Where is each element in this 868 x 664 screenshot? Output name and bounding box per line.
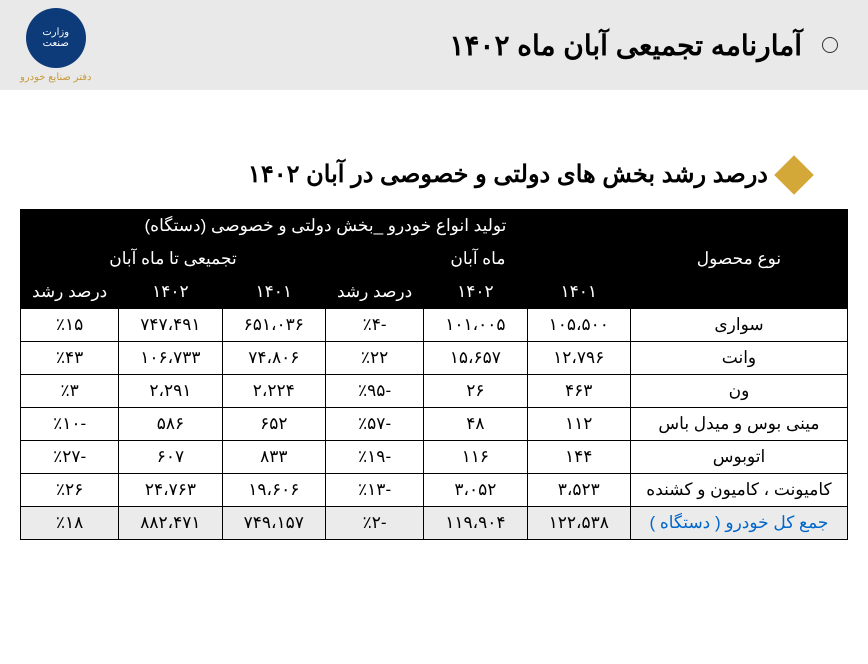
cell-c1401: ۸۳۳	[222, 441, 325, 474]
cell-mgrowth: -٪۲	[325, 507, 423, 540]
cell-product: ون	[630, 375, 847, 408]
col-c1401: ۱۴۰۱	[222, 276, 325, 309]
logo-caption: دفتر صنایع خودرو	[20, 72, 91, 83]
cell-c1402: ۵۸۶	[119, 408, 222, 441]
table-row: وانت۱۲،۷۹۶۱۵،۶۵۷٪۲۲۷۴،۸۰۶۱۰۶،۷۳۳٪۴۳	[21, 342, 848, 375]
cell-cgrowth: -٪۱۰	[21, 408, 119, 441]
cell-m1402: ۲۶	[424, 375, 527, 408]
table-row: مینی بوس و میدل باس۱۱۲۴۸-٪۵۷۶۵۲۵۸۶-٪۱۰	[21, 408, 848, 441]
cell-c1401: ۶۵۱،۰۳۶	[222, 309, 325, 342]
cell-m1402: ۱۱۶	[424, 441, 527, 474]
cell-m1402: ۱۱۹،۹۰۴	[424, 507, 527, 540]
cell-mgrowth: -٪۹۵	[325, 375, 423, 408]
cell-mgrowth: -٪۱۹	[325, 441, 423, 474]
col-product: نوع محصول	[630, 210, 847, 309]
section-heading: درصد رشد بخش های دولتی و خصوصی در آبان ۱…	[20, 160, 808, 189]
table-row: ون۴۶۳۲۶-٪۹۵۲،۲۲۴۲،۲۹۱٪۳	[21, 375, 848, 408]
cell-cgrowth: ٪۲۶	[21, 474, 119, 507]
table-row: اتوبوس۱۴۴۱۱۶-٪۱۹۸۳۳۶۰۷-٪۲۷	[21, 441, 848, 474]
cell-m1401: ۱۴۴	[527, 441, 630, 474]
cell-c1402: ۲،۲۹۱	[119, 375, 222, 408]
col-production: تولید انواع خودرو _بخش دولتی و خصوصی (دس…	[21, 210, 631, 243]
page-title: آمارنامه تجمیعی آبان ماه ۱۴۰۲	[91, 29, 802, 62]
cell-mgrowth: -٪۴	[325, 309, 423, 342]
table-row: کامیونت ، کامیون و کشنده۳،۵۲۳۳،۰۵۲-٪۱۳۱۹…	[21, 474, 848, 507]
ministry-logo-icon: وزارتصنعت	[26, 8, 86, 68]
cell-m1401: ۱۰۵،۵۰۰	[527, 309, 630, 342]
cell-c1402: ۸۸۲،۴۷۱	[119, 507, 222, 540]
data-table: نوع محصول تولید انواع خودرو _بخش دولتی و…	[20, 209, 848, 540]
cell-product: سواری	[630, 309, 847, 342]
col-mgrowth: درصد رشد	[325, 276, 423, 309]
cell-product: اتوبوس	[630, 441, 847, 474]
cell-c1401: ۱۹،۶۰۶	[222, 474, 325, 507]
cell-c1401: ۷۴،۸۰۶	[222, 342, 325, 375]
cell-c1401: ۶۵۲	[222, 408, 325, 441]
cell-mgrowth: -٪۱۳	[325, 474, 423, 507]
cell-product: وانت	[630, 342, 847, 375]
cell-m1402: ۱۵،۶۵۷	[424, 342, 527, 375]
cell-cgrowth: ٪۴۳	[21, 342, 119, 375]
section-title: درصد رشد بخش های دولتی و خصوصی در آبان ۱…	[248, 160, 768, 189]
col-m1402: ۱۴۰۲	[424, 276, 527, 309]
cell-product: جمع کل خودرو ( دستگاه )	[630, 507, 847, 540]
col-cumulative: تجمیعی تا ماه آبان	[21, 243, 326, 276]
col-c1402: ۱۴۰۲	[119, 276, 222, 309]
cell-c1401: ۷۴۹،۱۵۷	[222, 507, 325, 540]
diamond-icon	[774, 155, 814, 195]
cell-mgrowth: -٪۵۷	[325, 408, 423, 441]
col-month: ماه آبان	[325, 243, 630, 276]
col-m1401: ۱۴۰۱	[527, 276, 630, 309]
cell-m1402: ۴۸	[424, 408, 527, 441]
cell-m1401: ۴۶۳	[527, 375, 630, 408]
cell-mgrowth: ٪۲۲	[325, 342, 423, 375]
cell-m1401: ۱۲۲،۵۳۸	[527, 507, 630, 540]
col-cgrowth: درصد رشد	[21, 276, 119, 309]
cell-c1402: ۶۰۷	[119, 441, 222, 474]
logo: وزارتصنعت دفتر صنایع خودرو	[20, 8, 91, 83]
cell-m1401: ۱۱۲	[527, 408, 630, 441]
cell-cgrowth: -٪۲۷	[21, 441, 119, 474]
table-row: سواری۱۰۵،۵۰۰۱۰۱،۰۰۵-٪۴۶۵۱،۰۳۶۷۴۷،۴۹۱٪۱۵	[21, 309, 848, 342]
cell-c1401: ۲،۲۲۴	[222, 375, 325, 408]
cell-c1402: ۲۴،۷۶۳	[119, 474, 222, 507]
cell-m1401: ۱۲،۷۹۶	[527, 342, 630, 375]
cell-c1402: ۱۰۶،۷۳۳	[119, 342, 222, 375]
cell-cgrowth: ٪۱۵	[21, 309, 119, 342]
header-bar: آمارنامه تجمیعی آبان ماه ۱۴۰۲ وزارتصنعت …	[0, 0, 868, 90]
cell-product: کامیونت ، کامیون و کشنده	[630, 474, 847, 507]
cell-product: مینی بوس و میدل باس	[630, 408, 847, 441]
cell-m1401: ۳،۵۲۳	[527, 474, 630, 507]
table-row: جمع کل خودرو ( دستگاه )۱۲۲،۵۳۸۱۱۹،۹۰۴-٪۲…	[21, 507, 848, 540]
cell-cgrowth: ٪۱۸	[21, 507, 119, 540]
cell-cgrowth: ٪۳	[21, 375, 119, 408]
cell-c1402: ۷۴۷،۴۹۱	[119, 309, 222, 342]
cell-m1402: ۳،۰۵۲	[424, 474, 527, 507]
cell-m1402: ۱۰۱،۰۰۵	[424, 309, 527, 342]
header-bullet-icon	[822, 37, 838, 53]
